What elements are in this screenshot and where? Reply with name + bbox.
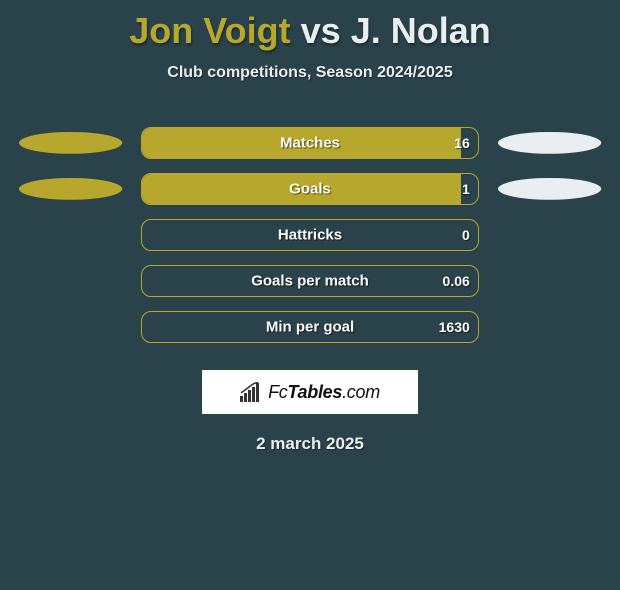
player2-name: J. Nolan	[351, 10, 491, 51]
player2-value: 16	[454, 135, 470, 151]
date-label: 2 march 2025	[0, 434, 620, 454]
metric-label: Hattricks	[278, 227, 342, 244]
subtitle: Club competitions, Season 2024/2025	[0, 64, 620, 82]
metric-label: Matches	[280, 135, 340, 152]
vs-label: vs	[301, 10, 341, 51]
metric-track: Goals 1	[141, 173, 479, 205]
metric-row: Goals 1	[0, 166, 620, 212]
player2-value: 1	[462, 181, 470, 197]
brand-suffix: .com	[342, 382, 380, 402]
player1-marker	[16, 174, 125, 204]
page-title: Jon Voigt vs J. Nolan	[0, 10, 620, 52]
metric-track: Goals per match 0.06	[141, 265, 479, 297]
metric-row: Goals per match 0.06	[0, 258, 620, 304]
metric-label: Goals per match	[251, 273, 369, 290]
metric-track: Min per goal 1630	[141, 311, 479, 343]
metric-row: Min per goal 1630	[0, 304, 620, 350]
player1-marker	[16, 128, 125, 158]
brand-prefix: Fc	[268, 382, 287, 402]
comparison-chart: Matches 16 Goals 1 Hattricks 0 Goals per match…	[0, 120, 620, 350]
metric-row: Hattricks 0	[0, 212, 620, 258]
player2-marker	[495, 128, 604, 158]
brand-bold: Tables	[288, 382, 343, 402]
player2-value: 0.06	[443, 273, 470, 289]
metric-track: Hattricks 0	[141, 219, 479, 251]
chart-icon	[240, 382, 262, 402]
player1-name: Jon Voigt	[129, 10, 290, 51]
brand-text: FcTables.com	[268, 382, 380, 403]
player2-value: 1630	[439, 319, 470, 335]
player2-value: 0	[462, 227, 470, 243]
player2-marker	[495, 174, 604, 204]
metric-label: Goals	[289, 181, 331, 198]
brand-badge: FcTables.com	[202, 370, 418, 414]
metric-track: Matches 16	[141, 127, 479, 159]
metric-row: Matches 16	[0, 120, 620, 166]
metric-label: Min per goal	[266, 319, 354, 336]
